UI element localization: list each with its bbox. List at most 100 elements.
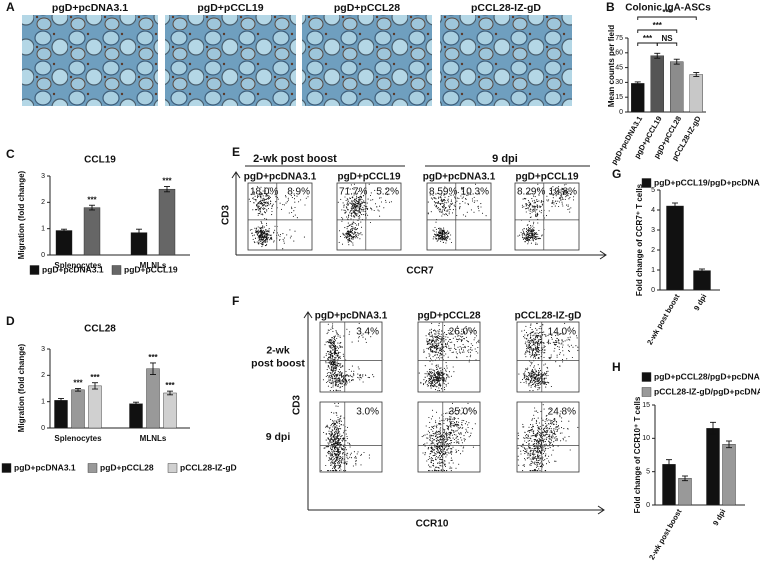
y-tick-label: 45: [615, 64, 623, 71]
significance-bracket: [637, 42, 658, 46]
bar: [706, 428, 720, 506]
dot-cloud: [337, 183, 392, 246]
bar: [158, 188, 176, 256]
bar: [129, 403, 143, 429]
histology-image: [302, 15, 432, 106]
arrow-head: [303, 311, 313, 319]
quadrant-percent: 10.3%: [461, 187, 489, 198]
axis-label: CD3: [292, 395, 303, 415]
legend-swatch: [641, 387, 652, 397]
significance-mark: ***: [87, 195, 97, 204]
error-bar: [58, 398, 64, 403]
axis-label: CD3: [221, 205, 232, 225]
y-tick-label: 1: [651, 267, 655, 274]
quadrant-percent: 24.8%: [548, 407, 576, 418]
significance-label: ***: [662, 8, 672, 17]
bar: [678, 478, 692, 506]
row-label: 9 dpi: [266, 431, 291, 443]
legend-swatch: [641, 178, 652, 188]
significance-mark: ***: [165, 381, 175, 390]
plot-title: pgD+pCCL19: [337, 172, 401, 183]
error-bar: [672, 202, 678, 210]
legend-label: pCCL28-IZ-gD/pgD+pcDNA3.1: [654, 386, 760, 396]
dot-cloud: [418, 322, 480, 392]
quadrant-percent: 5.2%: [376, 187, 399, 198]
bar: [650, 55, 664, 113]
significance-mark: ***: [73, 379, 83, 388]
bar: [631, 83, 645, 113]
y-axis-label: Mean counts per field: [607, 25, 616, 107]
group-header: 9 dpi: [492, 153, 518, 165]
quadrant-percent: 71.7%: [339, 187, 367, 198]
legend-swatch: [641, 372, 652, 382]
y-tick-label: 5: [646, 469, 650, 476]
significance-label: ***: [653, 21, 663, 30]
histology-image: [22, 15, 158, 106]
significance-label: ***: [643, 34, 653, 43]
y-tick-label: 1: [41, 399, 45, 406]
y-tick-label: 2: [41, 199, 45, 206]
panel-label: E: [232, 145, 240, 159]
bar: [670, 61, 684, 113]
bar: [722, 444, 736, 506]
bar: [88, 385, 102, 429]
quadrant-percent: 8.59%: [429, 187, 457, 198]
legend-swatch: [167, 463, 178, 473]
panel-label: A: [6, 0, 15, 14]
chart-title: CCL28: [84, 324, 116, 335]
error-bar: [682, 475, 688, 482]
x-tick-label: 9 dpi: [692, 292, 709, 312]
dot-cloud: [517, 183, 575, 245]
legend-label: pgD+pcDNA3.1: [14, 462, 76, 472]
panel-label: G: [612, 167, 621, 181]
error-bar: [92, 382, 98, 390]
plot-title: pgD+pcDNA3.1: [244, 172, 317, 183]
quadrant-percent: 35.0%: [449, 407, 477, 418]
y-tick-label: 60: [615, 50, 623, 57]
error-bar: [710, 421, 716, 435]
legend-swatch: [87, 463, 98, 473]
error-bar: [75, 388, 81, 392]
error-bar: [164, 186, 170, 193]
significance-bracket: [637, 16, 697, 20]
panel-label: D: [6, 314, 15, 328]
bar: [689, 74, 703, 113]
y-tick-label: 3: [651, 227, 655, 234]
flow-plot-frame: [247, 182, 313, 251]
significance-mark: ***: [162, 177, 172, 186]
flow-plot-frame: [319, 401, 383, 473]
bar: [54, 400, 68, 429]
y-tick-label: 0: [651, 287, 655, 294]
error-bar: [136, 228, 142, 237]
bar: [83, 207, 101, 256]
quadrant-percent: 14.0%: [548, 327, 576, 338]
quadrant-percent: 26.0%: [449, 327, 477, 338]
bar: [662, 464, 676, 506]
flow-plot-frame: [336, 182, 402, 251]
bar: [146, 368, 160, 429]
dot-cloud: [248, 186, 309, 250]
y-axis-label: Fold change of CCR7⁺ T cells: [635, 183, 644, 296]
image-title: pgD+pCCL19: [197, 2, 263, 14]
significance-bracket: [656, 42, 678, 46]
bar: [666, 205, 684, 291]
x-tick-label: Splenocytes: [54, 261, 102, 270]
y-tick-label: 75: [615, 35, 623, 42]
error-bar: [654, 52, 661, 59]
legend-label: pCCL28-IZ-gD: [180, 462, 237, 472]
dot-cloud: [421, 402, 477, 472]
x-tick-label: 2-wk post boost: [645, 292, 682, 346]
x-tick-label: MLNLs: [140, 434, 167, 443]
legend-swatch: [1, 463, 12, 473]
arrow-head: [231, 171, 241, 179]
y-tick-label: 3: [41, 346, 45, 353]
row-label: post boost: [251, 357, 305, 369]
dot-cloud: [518, 322, 579, 392]
significance-mark: ***: [90, 373, 100, 382]
y-axis-label: Fold change of CCR10⁺ T cells: [633, 396, 642, 513]
legend-swatch: [29, 265, 40, 275]
plot-title: pgD+pCCL19: [515, 172, 579, 183]
quadrant-percent: 18.0%: [250, 187, 278, 198]
legend-label: pgD+pCCL28: [100, 462, 154, 472]
